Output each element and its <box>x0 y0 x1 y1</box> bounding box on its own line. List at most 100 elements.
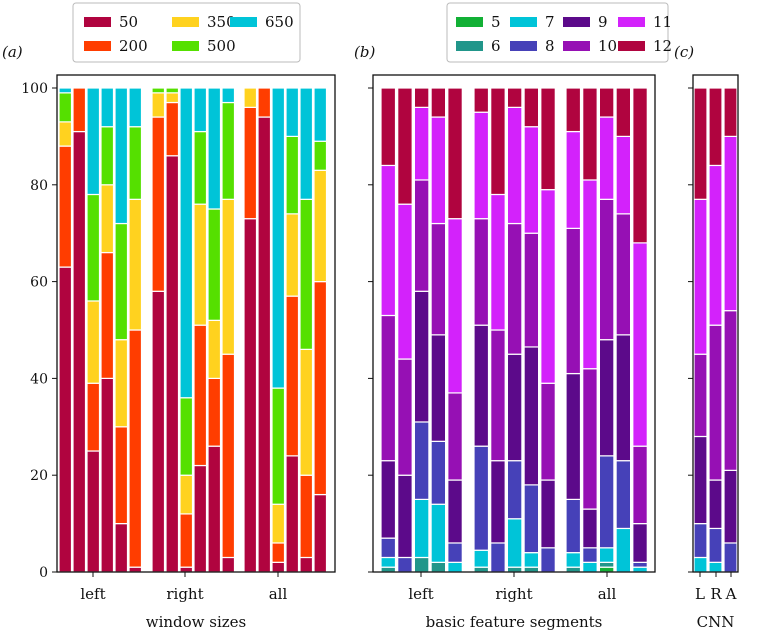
bar-segment-11 <box>565 130 582 229</box>
bar-segment-12 <box>430 87 447 118</box>
bar-segment-7 <box>565 552 582 568</box>
bar-segment-10 <box>708 324 723 481</box>
bar-segment-10 <box>582 368 598 510</box>
bar-segment-500 <box>193 130 208 205</box>
bar-segment-6 <box>565 566 582 573</box>
legend-label: 500 <box>207 37 236 55</box>
bar-segment-500 <box>271 387 286 505</box>
bar-segment-5 <box>598 566 615 573</box>
bar-segment-200 <box>100 251 115 379</box>
bar-segment-11 <box>506 106 523 225</box>
x-tick-label: left <box>80 585 105 603</box>
legend-label: 11 <box>653 13 672 31</box>
bar-segment-11 <box>473 111 490 220</box>
bar-segment-9 <box>615 334 632 462</box>
bar-segment-10 <box>540 382 556 481</box>
bar-segment-500 <box>100 126 115 186</box>
bar-segment-200 <box>193 324 208 467</box>
legend-swatch <box>563 17 590 27</box>
bar-segment-350 <box>243 87 258 108</box>
legend-swatch <box>563 41 590 51</box>
legend-label: 8 <box>545 37 555 55</box>
bar-segment-10 <box>413 179 430 292</box>
x-tick-label: A <box>725 585 737 603</box>
bar-segment-10 <box>380 314 397 462</box>
bar-segment-650 <box>221 87 236 104</box>
bar-segment-10 <box>615 213 632 336</box>
legend-swatch <box>172 41 199 51</box>
panel-0 <box>58 87 328 573</box>
bar-segment-50 <box>271 561 286 573</box>
bar-segment-650 <box>114 87 129 225</box>
bar-segment-9 <box>708 479 723 530</box>
bar-segment-650 <box>285 87 300 138</box>
axes-frame <box>372 74 656 573</box>
x-axis-label: CNN <box>697 613 735 631</box>
y-tick-label: 40 <box>30 371 48 387</box>
bar-segment-8 <box>693 522 708 559</box>
bar-segment-12 <box>447 87 463 220</box>
panel-2 <box>693 87 738 573</box>
x-axis-label: window sizes <box>146 613 247 631</box>
bar-segment-11 <box>632 242 648 447</box>
bar-segment-200 <box>221 353 236 559</box>
bar-segment-8 <box>473 445 490 551</box>
bar-segment-650 <box>313 87 328 142</box>
bar-segment-350 <box>128 198 143 331</box>
bar-segment-7 <box>506 518 523 568</box>
bar-segment-8 <box>447 542 463 563</box>
legend-swatch <box>84 41 111 51</box>
axes-frame <box>56 74 336 573</box>
bar-segment-350 <box>100 184 115 254</box>
legend-label: 650 <box>265 13 294 31</box>
bar-segment-8 <box>397 556 413 573</box>
bar-segment-7 <box>430 503 447 563</box>
bar-segment-11 <box>380 164 397 317</box>
bar-segment-7 <box>523 552 540 568</box>
bar-segment-8 <box>582 547 598 563</box>
legend-swatch <box>172 17 199 27</box>
bar-segment-10 <box>430 222 447 336</box>
bar-segment-200 <box>313 281 328 496</box>
bar-segment-650 <box>193 87 208 133</box>
y-tick-label: 0 <box>39 565 48 581</box>
bar-segment-11 <box>430 116 447 225</box>
bar-segment-12 <box>598 87 615 118</box>
bar-segment-200 <box>207 377 222 447</box>
bar-segment-500 <box>221 101 236 200</box>
bar-segment-7 <box>473 549 490 568</box>
bar-segment-9 <box>723 469 738 544</box>
bar-segment-9 <box>632 522 648 563</box>
bar-segment-50 <box>257 116 272 573</box>
panel-label: (a) <box>2 43 23 61</box>
bar-segment-350 <box>313 169 328 283</box>
bar-segment-11 <box>723 135 738 312</box>
bar-segment-9 <box>397 474 413 559</box>
bar-segment-200 <box>285 295 300 457</box>
legend-1: 5 6 7 8 9 10 11 12 <box>446 2 672 63</box>
bar-segment-200 <box>86 382 101 452</box>
bar-segment-350 <box>165 92 180 104</box>
bar-segment-9 <box>506 353 523 462</box>
bar-segment-50 <box>151 290 166 573</box>
legend-label: 6 <box>491 37 501 55</box>
bar-segment-500 <box>86 193 101 302</box>
bar-segment-9 <box>693 435 708 525</box>
bar-segment-200 <box>243 106 258 220</box>
bar-segment-500 <box>114 222 129 341</box>
bar-segment-500 <box>179 397 194 476</box>
bar-segment-50 <box>128 566 143 573</box>
y-tick-label: 20 <box>30 468 48 484</box>
bar-segment-8 <box>565 498 582 554</box>
bar-segment-350 <box>193 203 208 326</box>
bar-segment-8 <box>380 537 397 559</box>
bar-segment-200 <box>271 542 286 563</box>
bar-segment-200 <box>151 116 166 292</box>
bar-segment-50 <box>100 377 115 573</box>
bar-segment-12 <box>380 87 397 167</box>
bar-segment-11 <box>582 179 598 370</box>
panel-label: (b) <box>354 43 375 61</box>
x-axis-label: basic feature segments <box>426 613 603 631</box>
bar-segment-8 <box>430 440 447 505</box>
x-tick-label: all <box>269 585 288 603</box>
